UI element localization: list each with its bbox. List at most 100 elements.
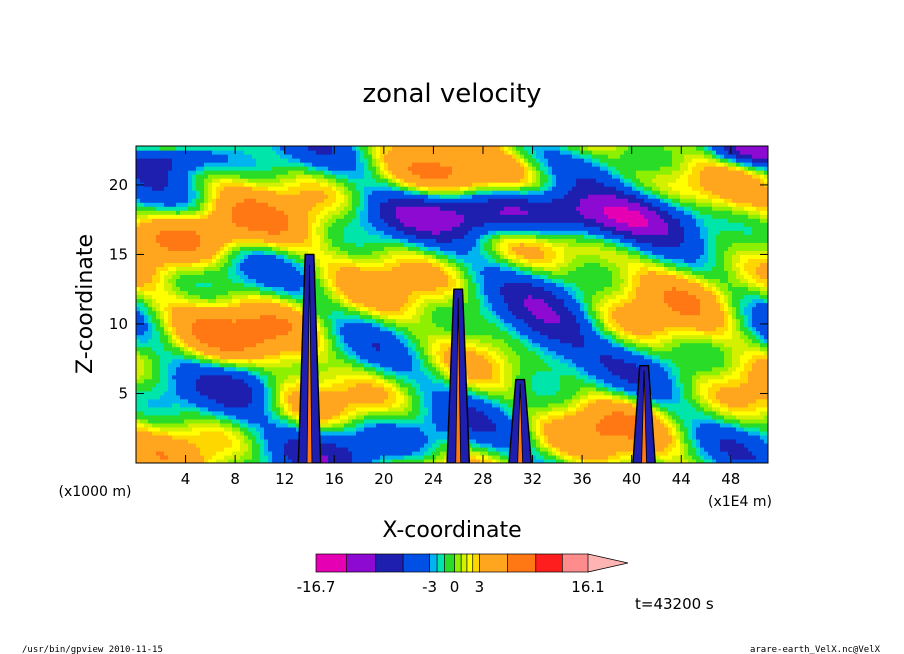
field-cell (352, 442, 357, 448)
field-cell (252, 182, 257, 187)
field-cell (316, 210, 321, 215)
field-cell (180, 246, 185, 251)
field-cell (344, 222, 349, 227)
field-cell (348, 386, 353, 392)
field-cell (268, 442, 273, 448)
field-cell (240, 198, 245, 203)
field-cell (352, 454, 357, 460)
field-cell (168, 442, 173, 448)
field-cell (204, 226, 209, 231)
field-cell (160, 442, 165, 448)
field-cell (148, 154, 153, 159)
field-cell (384, 162, 389, 167)
field-cell (284, 306, 289, 312)
field-cell (212, 338, 217, 344)
field-cell (180, 342, 185, 348)
field-cell (284, 186, 289, 191)
field-cell (212, 150, 217, 155)
field-cell (160, 338, 165, 344)
field-cell (372, 254, 377, 259)
field-cell (308, 246, 313, 251)
field-cell (332, 266, 337, 271)
field-cell (264, 166, 269, 171)
field-cell (160, 182, 165, 187)
field-cell (380, 190, 385, 195)
field-cell (224, 174, 229, 179)
field-cell (384, 366, 389, 372)
field-cell (376, 222, 381, 227)
field-cell (172, 210, 177, 215)
field-cell (196, 242, 201, 247)
field-cell (332, 278, 337, 284)
field-cell (192, 162, 197, 167)
field-cell (156, 306, 161, 312)
field-cell (356, 270, 361, 275)
field-cell (172, 282, 177, 288)
field-cell (288, 214, 293, 219)
field-cell (224, 298, 229, 304)
field-cell (324, 382, 329, 388)
field-cell (240, 430, 245, 436)
field-cell (136, 310, 141, 316)
field-cell (348, 454, 353, 460)
field-cell (280, 250, 285, 255)
field-cell (200, 182, 205, 187)
field-cell (148, 346, 153, 352)
field-cell (260, 386, 265, 392)
field-cell (260, 390, 265, 396)
field-cell (340, 254, 345, 259)
field-cell (260, 158, 265, 163)
field-cell (384, 158, 389, 163)
field-cell (380, 322, 385, 328)
field-cell (276, 338, 281, 344)
field-cell (256, 238, 261, 243)
field-cell (260, 410, 265, 416)
field-cell (244, 346, 249, 352)
field-cell (140, 382, 145, 388)
field-cell (232, 286, 237, 292)
field-cell (284, 254, 289, 259)
field-cell (368, 258, 373, 263)
field-cell (252, 298, 257, 304)
field-cell (332, 370, 337, 376)
field-cell (336, 198, 341, 203)
field-cell (220, 242, 225, 247)
field-cell (340, 150, 345, 155)
field-cell (360, 254, 365, 259)
field-cell (264, 314, 269, 320)
field-cell (136, 198, 141, 203)
field-cell (236, 190, 241, 195)
field-cell (276, 258, 281, 263)
chart-title: zonal velocity (362, 79, 541, 109)
field-cell (188, 406, 193, 412)
field-cell (352, 230, 357, 235)
field-cell (200, 230, 205, 235)
field-cell (388, 418, 393, 424)
field-cell (212, 258, 217, 263)
field-cell (348, 174, 353, 179)
field-cell (344, 266, 349, 271)
field-cell (332, 262, 337, 267)
field-cell (144, 210, 149, 215)
field-cell (208, 410, 213, 416)
field-cell (188, 282, 193, 288)
field-cell (212, 230, 217, 235)
field-cell (364, 202, 369, 207)
field-cell (332, 346, 337, 352)
field-cell (252, 210, 257, 215)
field-cell (244, 406, 249, 412)
field-cell (256, 318, 261, 324)
field-cell (144, 194, 149, 199)
field-cell (328, 402, 333, 408)
field-cell (316, 262, 321, 267)
field-cell (180, 414, 185, 420)
field-cell (272, 430, 277, 436)
field-cell (312, 190, 317, 195)
field-cell (244, 362, 249, 368)
field-cell (188, 226, 193, 231)
field-cell (212, 414, 217, 420)
field-cell (264, 238, 269, 243)
field-cell (236, 238, 241, 243)
field-cell (368, 442, 373, 448)
field-cell (140, 350, 145, 356)
